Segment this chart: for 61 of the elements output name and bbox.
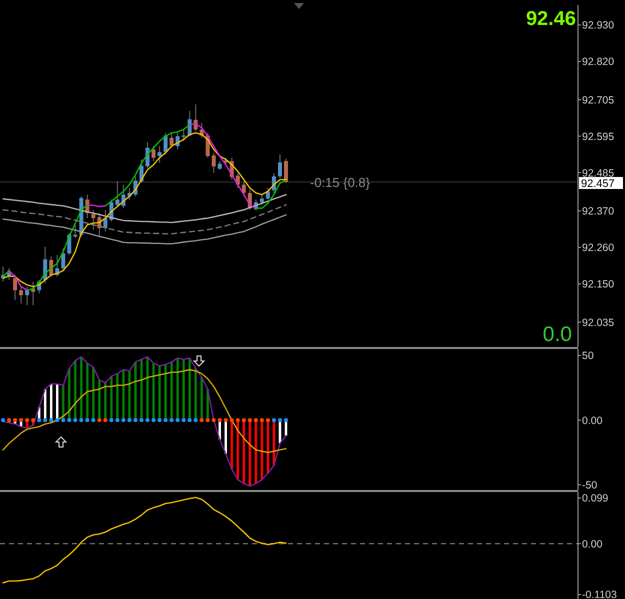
bar [176, 358, 179, 420]
bar [248, 420, 252, 486]
bar [122, 370, 125, 420]
bar [104, 382, 107, 420]
y-tick-label: 92.705 [582, 94, 614, 106]
bar [158, 366, 161, 420]
y-tick-label: 0.099 [582, 492, 608, 505]
bar [254, 420, 258, 484]
candlestick [13, 274, 18, 301]
y-tick-label: 0.00 [582, 414, 603, 427]
candlestick [278, 154, 282, 178]
bar [188, 358, 191, 420]
bar [260, 420, 264, 480]
bar [50, 384, 52, 420]
y-tick-label: 0.00 [582, 538, 603, 550]
bar [230, 420, 233, 470]
bar [194, 368, 197, 420]
ref-line-label: 92.457 [581, 178, 615, 190]
y-tick-label: 92.820 [582, 56, 614, 68]
candlestick [152, 146, 156, 162]
candlestick [61, 248, 66, 270]
candlestick [170, 132, 174, 148]
candlestick [19, 286, 24, 304]
candlestick [242, 180, 246, 197]
candlestick [182, 129, 186, 142]
y-tick-label: 92.260 [582, 242, 614, 254]
y-tick-label: -50 [582, 480, 598, 492]
candlestick [260, 194, 264, 206]
y-tick-label: 92.485 [582, 167, 614, 180]
y-tick-label: 92.150 [582, 278, 614, 291]
bar [200, 377, 203, 420]
bar [80, 356, 82, 420]
y-tick-label: 50 [582, 350, 594, 362]
bar [266, 420, 270, 474]
y-tick-label: -0.1103 [582, 589, 617, 599]
bar [86, 363, 88, 420]
y-tick-label: 92.595 [582, 130, 614, 143]
bar [242, 420, 246, 484]
bar [236, 420, 240, 480]
candlestick [115, 180, 120, 208]
bar [128, 370, 131, 420]
bar [164, 364, 167, 420]
y-tick-label: 92.930 [582, 20, 614, 32]
y-tick-label: 92.370 [582, 206, 614, 218]
y-tick-label: 92.035 [582, 316, 614, 329]
bar [92, 367, 95, 420]
bar [74, 360, 76, 420]
candlestick [284, 158, 288, 184]
bar [62, 385, 64, 420]
bar [170, 362, 173, 420]
bar [56, 384, 58, 420]
bar [224, 420, 227, 454]
candlestick [212, 152, 216, 174]
bar [110, 376, 113, 420]
bar [182, 359, 185, 420]
annotation: 92.46 [526, 8, 576, 30]
annotation: 0.0 [542, 323, 572, 346]
annotation: -0:15 {0.8} [310, 174, 371, 190]
candlestick [91, 209, 96, 230]
line-series [2, 496, 287, 584]
candlestick [158, 146, 162, 164]
